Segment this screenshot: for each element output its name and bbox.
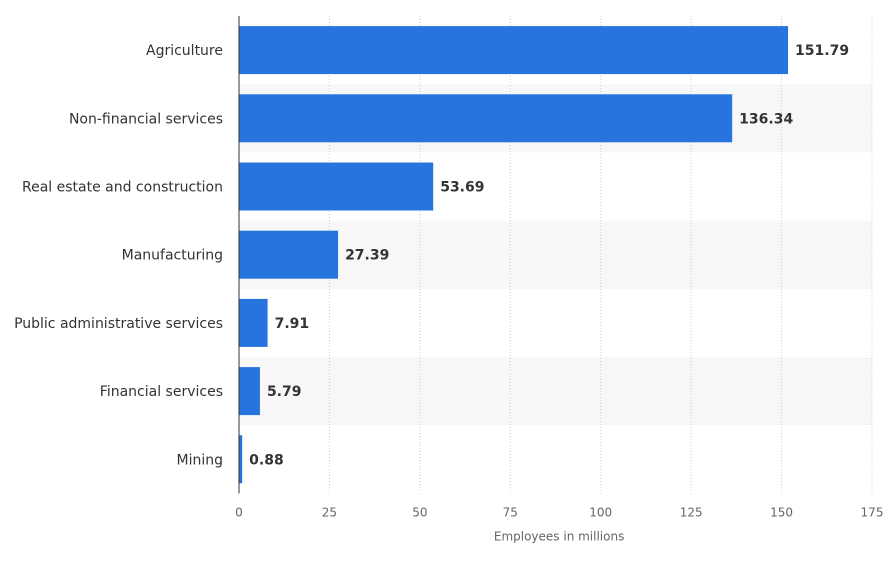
x-tick-label: 150 xyxy=(770,505,793,519)
category-label: Real estate and construction xyxy=(22,180,223,196)
bar xyxy=(239,367,260,416)
x-tick-label: 50 xyxy=(412,505,427,519)
x-tick-label: 0 xyxy=(235,505,243,519)
x-tick-labels: 0 25 50 75 100 125 150 175 xyxy=(235,505,883,519)
bar xyxy=(239,230,339,279)
x-tick-label: 100 xyxy=(589,505,612,519)
bar xyxy=(239,298,268,347)
bar xyxy=(239,94,733,143)
category-label: Mining xyxy=(177,452,224,468)
value-label: 136.34 xyxy=(739,111,793,127)
row-band xyxy=(239,357,872,426)
x-tick-label: 175 xyxy=(861,505,883,519)
value-label: 5.79 xyxy=(267,384,302,400)
bar xyxy=(239,435,243,484)
category-label: Manufacturing xyxy=(122,248,223,264)
bars xyxy=(239,26,789,484)
category-label: Financial services xyxy=(100,384,223,400)
bar xyxy=(239,162,434,211)
value-label: 0.88 xyxy=(249,452,284,468)
category-labels: Agriculture Non-financial services Real es… xyxy=(14,43,223,468)
bar xyxy=(239,26,789,75)
x-tick-label: 25 xyxy=(322,505,337,519)
value-label: 53.69 xyxy=(440,180,484,196)
x-axis-title: Employees in millions xyxy=(494,529,624,543)
x-tick-label: 125 xyxy=(680,505,703,519)
category-label: Public administrative services xyxy=(14,316,223,332)
category-label: Agriculture xyxy=(146,43,223,59)
value-label: 151.79 xyxy=(795,43,849,59)
value-label: 27.39 xyxy=(345,248,389,264)
x-tick-label: 75 xyxy=(503,505,518,519)
category-label: Non-financial services xyxy=(69,111,223,127)
value-label: 7.91 xyxy=(275,316,310,332)
value-labels: 151.79 136.34 53.69 27.39 7.91 5.79 0.88 xyxy=(249,43,849,468)
row-band xyxy=(239,220,872,289)
